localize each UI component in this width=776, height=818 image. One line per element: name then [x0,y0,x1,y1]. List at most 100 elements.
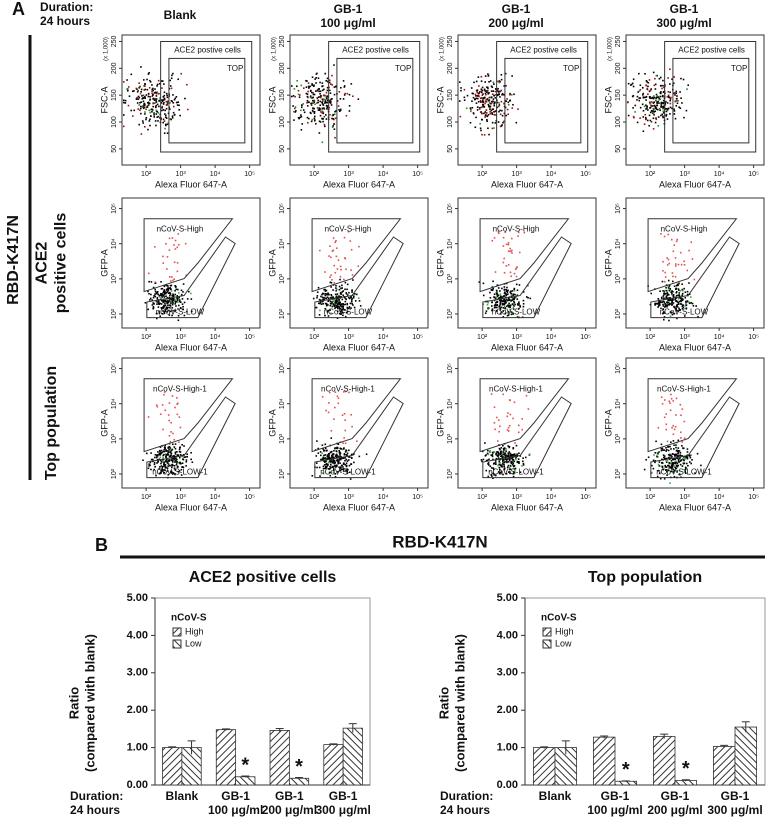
event-dot [313,112,316,114]
event-dot [190,298,193,300]
event-dot [169,310,172,313]
event-dot [513,93,515,96]
event-dot [667,258,670,261]
event-dot [178,416,181,418]
event-dot [186,310,188,313]
event-dot [684,470,687,473]
event-dot [499,293,502,295]
event-dot [321,452,323,455]
event-dot [480,88,483,91]
event-dot [337,443,340,445]
gate-label: TOP [395,64,411,73]
event-dot [667,107,670,110]
plot-frame [121,357,261,489]
event-dot [465,107,468,110]
event-dot [346,303,349,306]
event-dot [480,459,483,461]
event-dot [332,298,334,301]
event-dot [177,402,179,405]
event-dot [324,465,327,468]
event-dot [491,451,494,454]
event-dot [153,112,155,114]
event-dot [522,305,525,308]
event-dot [515,121,518,124]
event-dot [639,97,641,99]
event-dot [326,296,329,299]
event-dot [344,257,346,259]
event-dot [344,92,346,95]
event-dot [491,101,494,104]
event-dot [173,464,176,467]
event-dot [169,464,171,467]
event-dot [658,98,661,101]
event-dot [506,429,509,431]
event-dot [486,452,489,455]
event-dot [654,105,656,108]
event-dot [518,301,520,303]
event-dot [335,450,338,452]
event-dot [316,466,318,469]
event-dot [522,462,525,465]
event-dot [176,397,178,399]
y-tick-label: 200 [279,62,286,74]
event-dot [684,305,686,307]
event-dot [679,289,682,292]
event-dot [160,288,163,290]
event-dot [674,92,676,94]
event-dot [179,300,181,303]
event-dot [478,108,481,110]
event-dot [343,94,346,96]
event-dot [322,456,325,459]
event-dot [673,92,675,95]
event-dot [133,109,136,112]
event-dot [508,302,510,305]
event-dot [310,102,313,105]
event-dot [494,297,497,300]
event-dot [661,312,664,315]
event-dot [499,307,502,309]
event-dot [492,458,494,461]
event-dot [140,66,142,68]
event-dot [503,459,505,461]
event-dot [486,115,488,117]
event-dot [508,468,511,471]
event-dot [166,96,169,99]
event-dot [647,93,649,95]
event-dot [662,107,664,110]
event-dot [324,98,326,101]
panel-label: B [95,535,108,555]
event-dot [317,302,320,305]
event-dot [494,271,497,273]
event-dot [674,257,677,259]
event-dot [168,306,171,309]
event-dot [649,89,652,92]
event-dot [185,460,188,463]
event-dot [333,459,336,462]
event-dot [493,127,495,129]
event-dot [683,264,686,266]
event-dot [657,116,660,118]
event-dot [505,100,508,103]
event-dot [653,113,655,116]
event-dot [522,457,524,459]
event-dot [316,291,319,294]
event-dot [170,288,172,291]
event-dot [349,478,352,480]
event-dot [522,299,525,302]
event-dot [140,88,143,91]
event-dot [334,271,337,274]
event-dot [479,99,482,102]
event-dot [665,304,668,306]
event-dot [487,103,490,106]
event-dot [501,93,503,96]
event-dot [337,402,340,405]
event-dot [169,440,172,443]
event-dot [163,450,166,453]
event-dot [676,455,679,458]
event-dot [334,110,336,113]
event-dot [342,448,345,450]
event-dot [329,79,331,82]
event-dot [675,294,678,297]
event-dot [180,289,183,292]
event-dot [183,301,186,304]
